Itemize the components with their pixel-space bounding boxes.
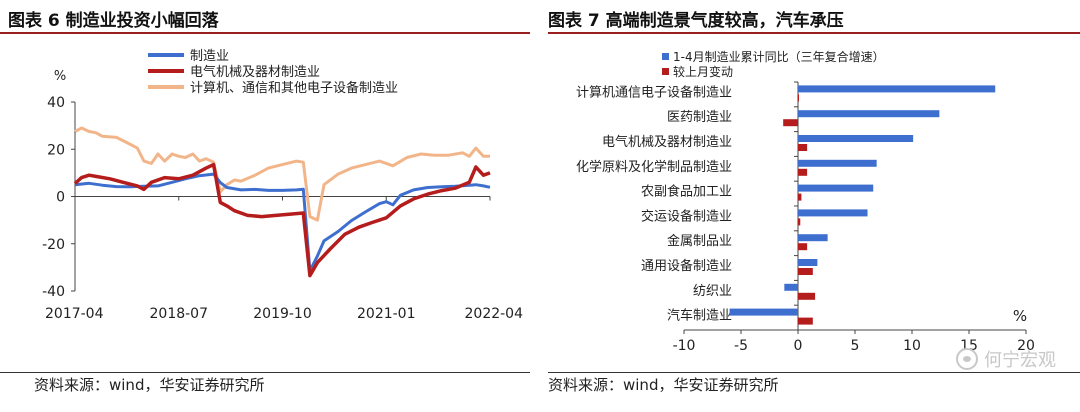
right-x-tick-label: 10 (903, 338, 921, 354)
left-source-rule (0, 372, 530, 373)
bar-cumulative-growth (798, 209, 868, 217)
bar-cumulative-growth (798, 110, 940, 118)
right-panel-title: 图表 7 高端制造景气度较高，汽车承压 (548, 11, 844, 31)
bar-month-change (798, 317, 813, 325)
left-x-tick-label: 2019-10 (253, 306, 312, 322)
bar-month-change (798, 292, 816, 300)
left-y-tick-label: -20 (42, 237, 65, 253)
category-label: 医药制造业 (667, 110, 732, 125)
bar-month-change (798, 243, 808, 251)
category-label: 通用设备制造业 (641, 258, 732, 274)
bar-cumulative-growth (798, 135, 914, 142)
right-legend-swatch-2 (662, 68, 669, 75)
left-title-rule (0, 32, 530, 34)
left-y-unit-label: % (54, 69, 66, 84)
right-source-rule (548, 372, 1080, 373)
category-label: 农副食品加工业 (641, 184, 732, 200)
bar-month-change (798, 268, 813, 275)
bar-month-change (798, 218, 801, 226)
bar-cumulative-growth (729, 308, 798, 316)
left-x-tick-label: 2017-04 (45, 306, 104, 322)
bar-month-change (798, 193, 802, 201)
category-label: 汽车制造业 (667, 308, 732, 324)
series-line-1 (74, 172, 491, 273)
watermark: 何宁宏观 (956, 346, 1056, 372)
legend-label-3: 计算机、通信和其他电子设备制造业 (190, 80, 398, 96)
bar-cumulative-growth (798, 259, 818, 266)
right-x-tick-label: 20 (1017, 338, 1035, 354)
category-label: 交运设备制造业 (641, 208, 732, 224)
bar-month-change (798, 168, 808, 176)
left-x-tick-label: 2021-01 (357, 306, 416, 322)
left-panel-title: 图表 6 制造业投资小幅回落 (8, 11, 219, 31)
bar-month-change (798, 144, 808, 151)
legend-label-2: 电气机械及器材制造业 (190, 64, 320, 80)
left-x-tick-label: 2022-04 (465, 306, 524, 322)
left-x-tick-label: 2018-07 (150, 306, 209, 322)
category-label: 计算机通信电子设备制造业 (576, 84, 732, 100)
left-source-note: 资料来源：wind，华安证券研究所 (34, 376, 265, 394)
bar-month-change (783, 119, 798, 127)
left-y-tick-label: 40 (47, 95, 65, 111)
watermark-text: 何宁宏观 (984, 350, 1056, 371)
bar-cumulative-growth (798, 184, 874, 192)
bar-month-change (798, 94, 799, 102)
right-x-tick-label: 0 (794, 338, 803, 354)
bar-cumulative-growth (798, 159, 877, 167)
left-y-tick-label: -40 (42, 284, 65, 300)
right-legend-label-2: 较上月变动 (673, 64, 733, 79)
left-y-tick-label: 0 (56, 190, 65, 206)
bar-cumulative-growth (798, 85, 996, 93)
right-x-unit-label: % (1013, 307, 1027, 325)
right-source-note: 资料来源：wind，华安证券研究所 (548, 376, 779, 394)
right-x-tick-label: -5 (734, 338, 748, 354)
category-label: 电气机械及器材制造业 (602, 134, 732, 150)
legend-label-1: 制造业 (190, 49, 229, 64)
category-label: 纺织业 (693, 284, 732, 299)
right-x-tick-label: -10 (673, 338, 696, 354)
series-line-2 (73, 162, 491, 278)
right-legend-swatch-1 (662, 53, 669, 60)
right-title-rule (548, 32, 1080, 34)
series-line-3 (74, 126, 490, 222)
right-x-tick-label: 5 (851, 338, 860, 354)
bar-cumulative-growth (798, 234, 828, 242)
right-legend-label-1: 1-4月制造业累计同比（三年复合增速） (673, 49, 885, 64)
left-y-tick-label: 20 (47, 142, 65, 158)
category-label: 金属制品业 (667, 233, 732, 249)
bar-cumulative-growth (784, 283, 798, 291)
category-label: 化学原料及化学制品制造业 (576, 159, 732, 175)
wechat-icon (956, 348, 978, 370)
